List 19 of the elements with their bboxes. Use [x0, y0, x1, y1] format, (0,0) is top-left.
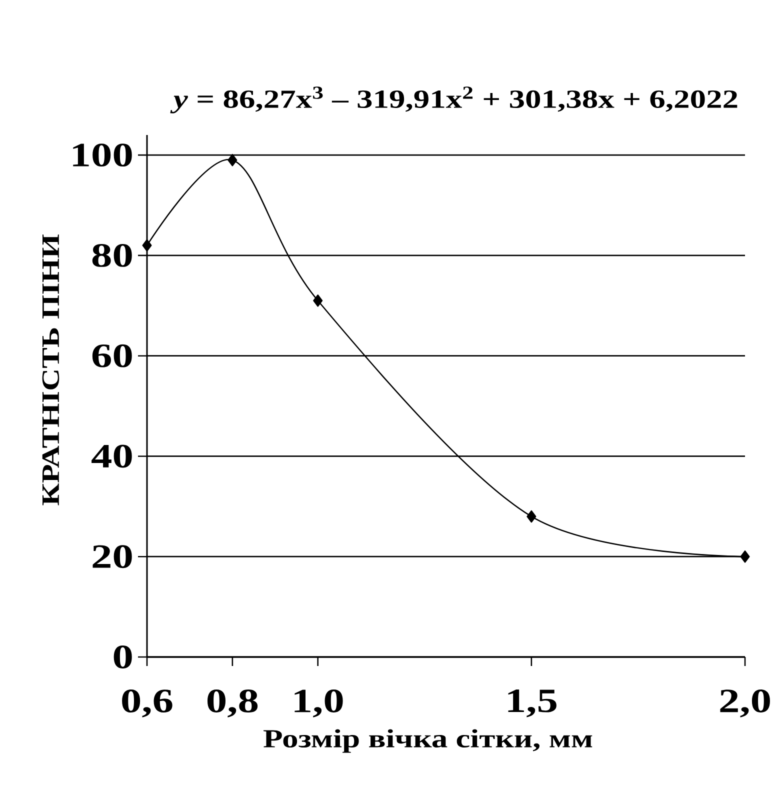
- y-axis-title: КРАТНІСТЬ ПІНИ: [42, 234, 60, 506]
- x-tick-label: 0,8: [207, 690, 258, 718]
- y-tick-label: 20: [92, 545, 132, 568]
- point: [313, 294, 323, 307]
- point: [526, 510, 536, 523]
- x-axis-title: Розмір вічка сітки, мм: [264, 729, 592, 753]
- y-tick-label: 100: [73, 144, 132, 167]
- y-tick-label: 80: [92, 244, 132, 267]
- x-tick-label: 1,5: [508, 690, 556, 718]
- point: [142, 239, 152, 252]
- x-tick-label: 0,6: [122, 690, 172, 718]
- y-tick-label: 40: [92, 444, 132, 468]
- y-tick-label: 60: [92, 344, 132, 368]
- x-tick-label: 1,0: [294, 690, 343, 718]
- point: [740, 550, 750, 563]
- x-tick-label: 2,0: [720, 690, 770, 718]
- text: y = 86,27x$^{3}$ – 319,91x$^{2}$ + 301,38x + 6,2022: [170, 86, 738, 114]
- point: [228, 154, 238, 166]
- y-tick-label: 0: [114, 646, 132, 668]
